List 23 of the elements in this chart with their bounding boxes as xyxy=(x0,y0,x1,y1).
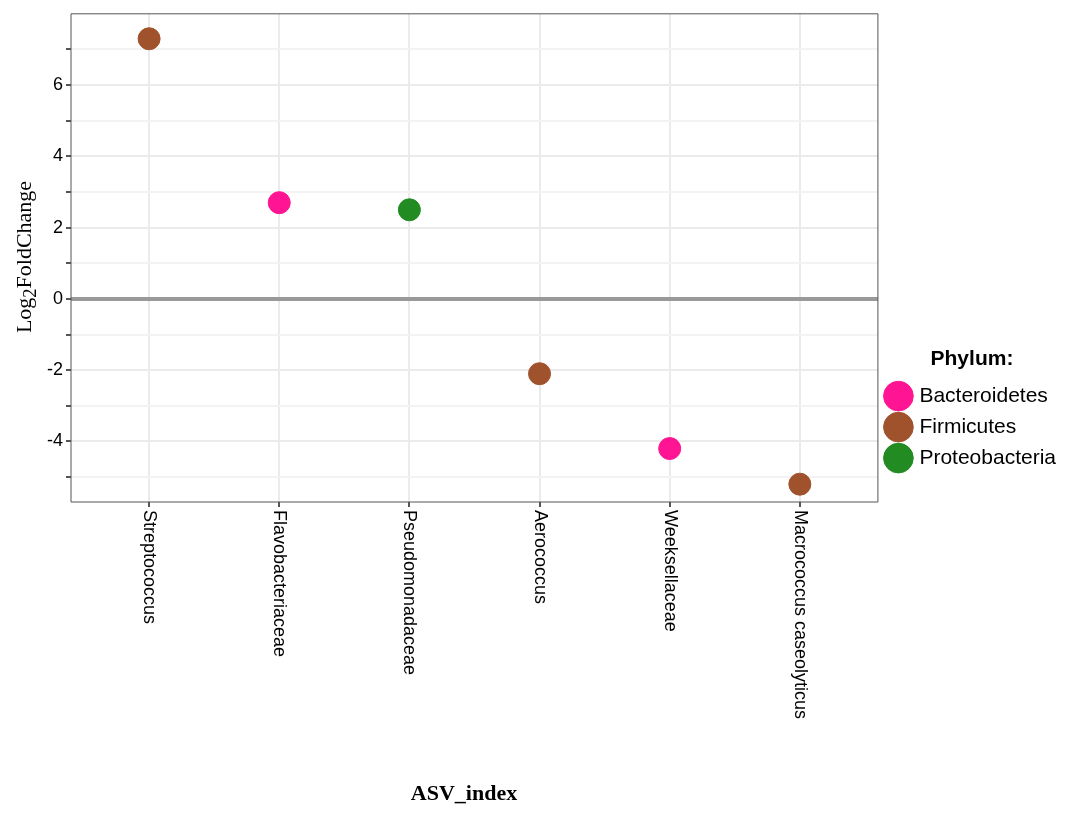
x-tick-label: Pseudomonadaceae xyxy=(400,510,421,676)
legend-label: Firmicutes xyxy=(919,413,1017,437)
x-tick-label: Flavobacteriaceae xyxy=(270,510,291,658)
y-tick-label: -2 xyxy=(46,359,63,380)
legend-label: Proteobacteria xyxy=(919,444,1057,468)
x-axis-title: ASV_index xyxy=(409,780,519,806)
y-tick-label: 6 xyxy=(52,74,63,95)
point xyxy=(267,191,291,215)
x-tick-label: Aerococcus xyxy=(530,510,551,605)
y-tick-label: 0 xyxy=(52,287,63,308)
y-tick-label: 4 xyxy=(52,145,63,166)
point xyxy=(137,27,161,51)
legend-title: Phylum: xyxy=(930,345,1014,369)
x-tick-label: Weeksellaceae xyxy=(660,510,681,632)
point xyxy=(658,437,682,461)
y-tick-label: -4 xyxy=(46,430,63,451)
point xyxy=(788,472,812,496)
y-tick-label: 2 xyxy=(52,216,63,237)
x-tick-label: Streptococcus xyxy=(140,510,161,625)
point xyxy=(397,198,421,222)
point xyxy=(528,362,552,386)
legend-label: Bacteroidetes xyxy=(919,382,1048,406)
x-tick-label: Macrococcus caseolyticus xyxy=(790,510,811,720)
